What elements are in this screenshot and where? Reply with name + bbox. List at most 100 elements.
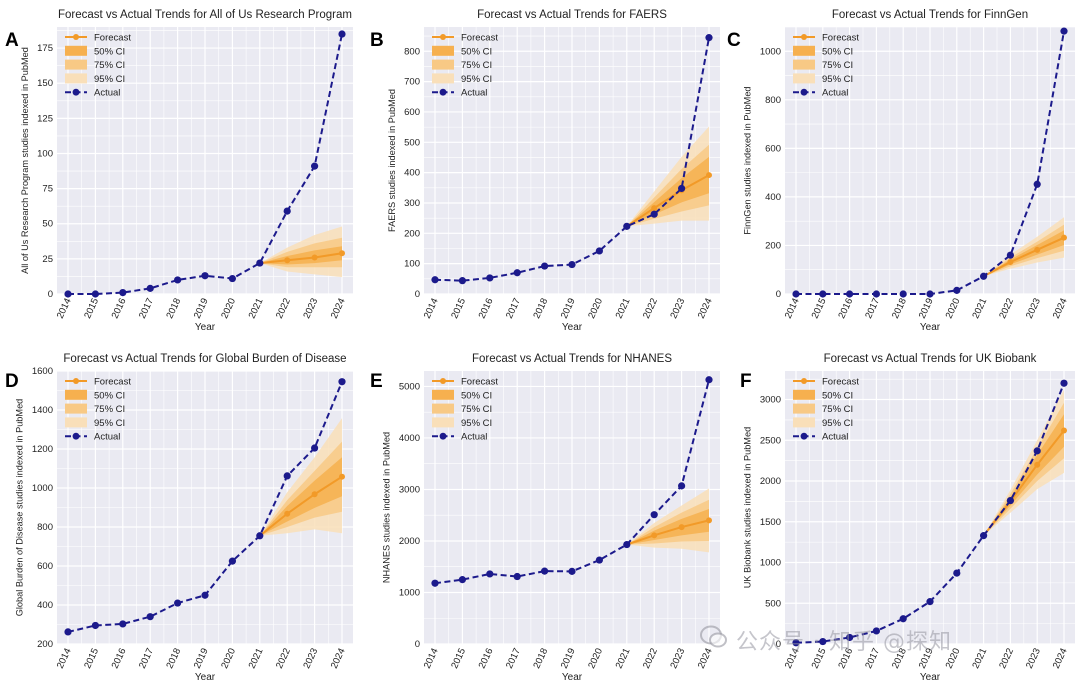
x-tick-label: 2021 <box>247 647 266 671</box>
y-tick-label: 100 <box>404 259 420 270</box>
actual-point <box>705 34 713 42</box>
x-tick-label: 2024 <box>1051 297 1070 321</box>
forecast-point <box>1007 258 1014 265</box>
actual-point <box>819 290 827 298</box>
y-tick-label: 0 <box>415 289 420 300</box>
legend-ci-swatch <box>432 45 454 56</box>
y-tick-label: 800 <box>404 46 420 57</box>
y-tick-label: 600 <box>404 107 420 118</box>
forecast-point <box>284 510 291 517</box>
actual-point <box>623 222 631 230</box>
actual-point <box>872 290 881 298</box>
y-tick-label: 1400 <box>32 405 53 416</box>
x-tick-label: 2016 <box>477 647 496 671</box>
actual-point <box>174 599 182 607</box>
forecast-line <box>259 475 343 537</box>
forecast-line <box>983 236 1065 278</box>
actual-point <box>595 247 604 255</box>
actual-point <box>228 557 236 565</box>
legend: Forecast 50% CI 75% CI 95% CI Actual <box>65 377 131 443</box>
legend-label: 95% CI <box>94 74 125 85</box>
actual-point <box>926 290 934 298</box>
actual-point <box>1060 27 1068 35</box>
y-tick-label: 200 <box>404 228 420 239</box>
actual-point <box>513 269 521 277</box>
legend-ci-swatch <box>65 73 87 84</box>
forecast-point <box>706 517 712 524</box>
actual-point <box>926 598 934 606</box>
y-tick-label: 50 <box>42 219 53 230</box>
legend-label: 50% CI <box>94 390 125 401</box>
actual-point <box>311 444 319 452</box>
legend-label: 50% CI <box>461 390 492 401</box>
x-tick-label: 2023 <box>668 647 687 671</box>
legend-ci-swatch <box>65 59 87 70</box>
legend-label: 50% CI <box>822 390 853 401</box>
y-tick-label: 1000 <box>399 587 420 598</box>
x-tick-label: 2022 <box>641 647 660 671</box>
legend-forecast-marker <box>73 34 79 40</box>
actual-point <box>431 276 439 284</box>
watermark: 公众号 · 知乎 @探知 <box>696 618 1066 658</box>
y-tick-label: 500 <box>765 598 781 609</box>
legend-ci-swatch <box>793 59 815 70</box>
y-tick-label: 400 <box>37 600 53 611</box>
forecast-point <box>1034 461 1041 468</box>
legend-actual-marker <box>439 88 447 96</box>
legend-ci-swatch <box>432 403 454 414</box>
actual-point <box>201 591 209 599</box>
x-tick-label: 2015 <box>449 647 468 671</box>
legend-ci-swatch <box>793 389 815 400</box>
x-tick-label: 2021 <box>614 647 633 671</box>
x-tick-label: 2015 <box>82 647 101 671</box>
ci-75-band <box>259 441 342 536</box>
legend-label: Actual <box>461 88 487 99</box>
legend-forecast-marker <box>73 378 79 384</box>
forecast-point <box>339 250 345 257</box>
x-tick-label: 2016 <box>110 647 129 671</box>
y-tick-label: 200 <box>765 240 781 251</box>
actual-point <box>64 628 72 636</box>
x-tick-label: 2014 <box>422 647 441 671</box>
legend-ci-swatch <box>65 389 87 400</box>
actual-point <box>705 376 713 384</box>
chart-title: Forecast vs Actual Trends for FAERS <box>477 9 667 21</box>
chart-panel-a: 0 25 50 75 100 125 150 175 2014 2015 2016 2017 2018 2… <box>5 9 353 333</box>
x-tick-label: 2022 <box>997 297 1016 321</box>
actual-point <box>119 620 127 628</box>
legend-ci-swatch <box>65 403 87 414</box>
legend-label: 95% CI <box>461 74 492 85</box>
actual-point <box>431 579 439 587</box>
actual-point <box>338 378 346 386</box>
x-tick-label: 2016 <box>477 297 496 321</box>
panel-letter: A <box>5 30 19 51</box>
forecast-point <box>678 524 685 531</box>
legend-label: Forecast <box>94 377 131 388</box>
y-tick-label: 0 <box>776 639 781 650</box>
actual-point <box>541 262 549 270</box>
actual-point <box>283 472 291 480</box>
forecast-line <box>626 519 710 546</box>
legend-label: 75% CI <box>822 404 853 415</box>
y-axis-label: Global Burden of Disease studies indexed… <box>15 399 25 617</box>
x-axis-label: Year <box>195 672 216 683</box>
chart-panel-b: 0 100 200 300 400 500 600 700 800 2014 2015 2016 201… <box>370 9 720 333</box>
legend-label: 95% CI <box>461 418 492 429</box>
forecast-point <box>311 254 318 261</box>
y-tick-label: 700 <box>404 77 420 88</box>
y-tick-label: 0 <box>48 289 53 300</box>
actual-point <box>283 207 291 215</box>
actual-point <box>899 290 907 298</box>
wechat-icon <box>700 625 727 648</box>
x-tick-label: 2023 <box>1024 297 1043 321</box>
actual-point <box>174 276 182 284</box>
x-tick-label: 2022 <box>641 297 660 321</box>
actual-point <box>650 511 658 519</box>
panel-letter: B <box>370 30 384 51</box>
legend-ci-swatch <box>793 73 815 84</box>
legend-ci-swatch <box>432 73 454 84</box>
forecast-point <box>651 532 658 539</box>
ci-75-band <box>626 144 709 227</box>
